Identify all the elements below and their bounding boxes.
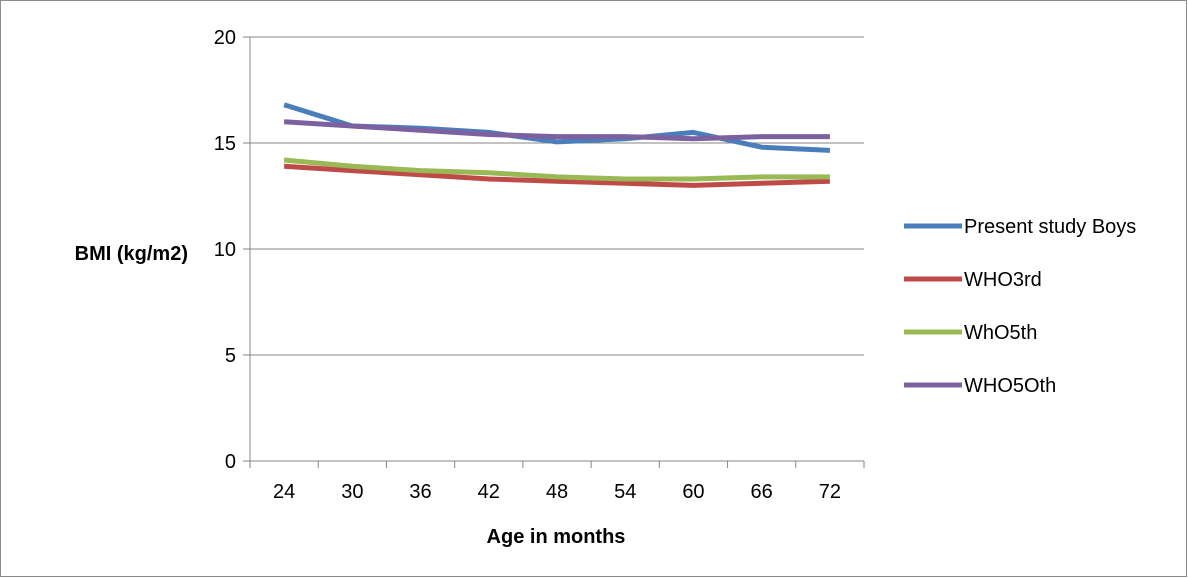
legend: Present study Boys WHO3rd WhO5th WHO5Oth <box>904 216 1136 397</box>
gridlines <box>250 36 864 356</box>
y-tick-labels: 0 5 10 15 20 <box>214 27 236 473</box>
y-tick-label: 10 <box>214 239 236 261</box>
x-tick-label: 36 <box>409 481 431 503</box>
x-tick-labels: 24 30 36 42 48 54 60 66 72 <box>273 481 841 503</box>
x-tick-label: 72 <box>819 481 841 503</box>
legend-label-2: WHO3rd <box>964 269 1042 291</box>
y-tick-label: 15 <box>214 133 236 155</box>
series-lines <box>283 102 831 188</box>
y-tick-label: 20 <box>214 27 236 49</box>
axes <box>243 36 865 468</box>
legend-label-3: WhO5th <box>964 322 1037 344</box>
x-tick-label: 48 <box>546 481 568 503</box>
y-axis-title: BMI (kg/m2) <box>75 243 188 265</box>
y-tick-label: 0 <box>225 451 236 473</box>
x-tick-label: 24 <box>273 481 295 503</box>
x-axis-title: Age in months <box>487 526 626 548</box>
x-tick-label: 30 <box>341 481 363 503</box>
series-line-4 <box>283 119 830 142</box>
x-tick-label: 60 <box>682 481 704 503</box>
series-line-3 <box>283 157 830 182</box>
legend-label-4: WHO5Oth <box>964 375 1056 397</box>
series-line-2 <box>283 163 830 188</box>
x-tick-label: 66 <box>751 481 773 503</box>
legend-label-1: Present study Boys <box>964 216 1136 238</box>
x-tick-label: 54 <box>614 481 636 503</box>
y-tick-label: 5 <box>225 345 236 367</box>
x-tick-label: 42 <box>478 481 500 503</box>
